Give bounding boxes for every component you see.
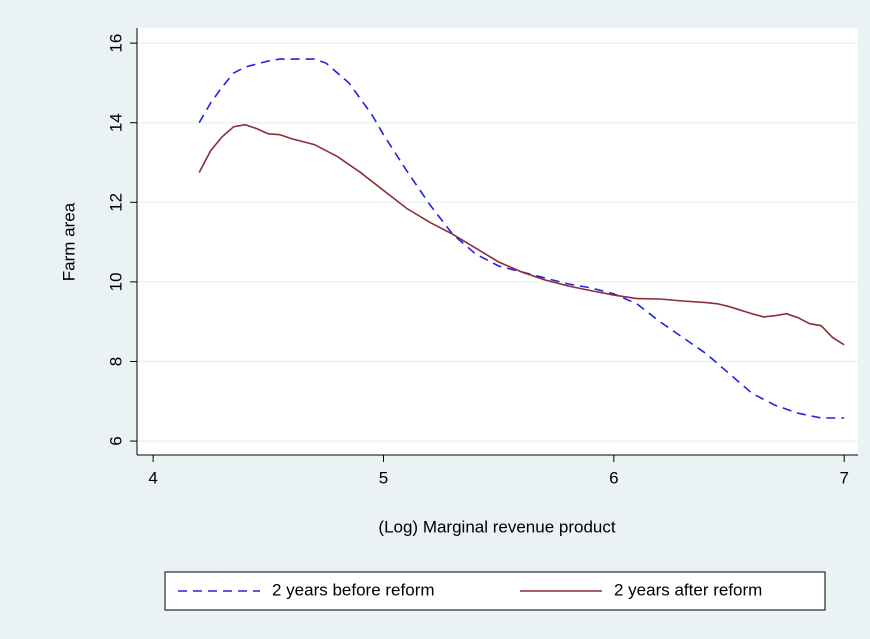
x-axis-title: (Log) Marginal revenue product [378, 517, 615, 536]
x-tick-label: 7 [839, 468, 848, 487]
x-tick-label: 5 [379, 468, 388, 487]
legend-label: 2 years after reform [614, 580, 762, 599]
plot-area [137, 28, 858, 455]
series-line [198, 58, 845, 419]
legend-box [164, 571, 826, 611]
y-tick-label: 12 [106, 193, 125, 212]
y-tick-label: 8 [106, 357, 125, 366]
y-tick-label: 10 [106, 272, 125, 291]
y-axis-title: Farm area [59, 202, 78, 281]
y-tick-label: 6 [106, 436, 125, 445]
series-line [198, 123, 845, 346]
y-tick-label: 14 [106, 113, 125, 132]
legend-label: 2 years before reform [272, 580, 435, 599]
y-tick-label: 16 [106, 34, 125, 53]
x-tick-label: 6 [609, 468, 618, 487]
x-tick-label: 4 [148, 468, 157, 487]
